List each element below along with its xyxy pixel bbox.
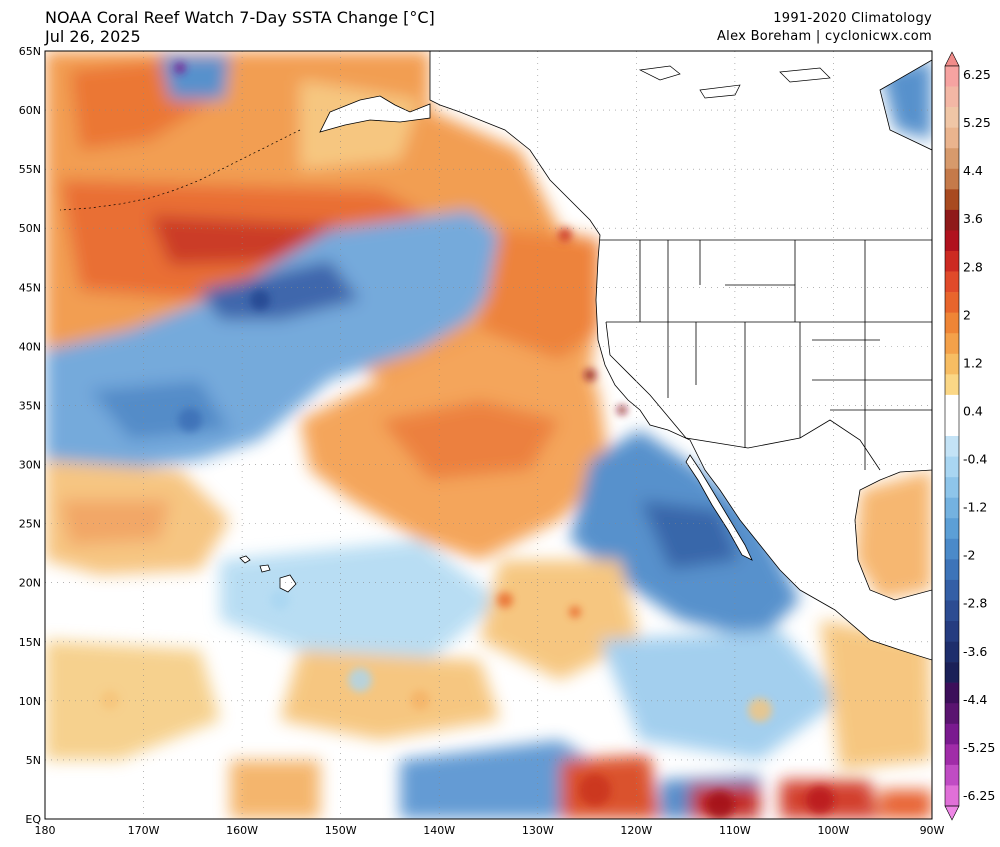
colorbar-band bbox=[945, 723, 959, 745]
lon-tick-label: 160W bbox=[226, 824, 258, 837]
colorbar-tick-label: -2 bbox=[963, 548, 975, 563]
map-title: NOAA Coral Reef Watch 7-Day SSTA Change … bbox=[45, 8, 435, 27]
lat-tick-label: 35N bbox=[19, 399, 41, 412]
lat-tick-label: 40N bbox=[19, 340, 41, 353]
climatology-label: 1991-2020 Climatology bbox=[773, 11, 932, 26]
colorbar-band bbox=[945, 66, 959, 87]
lat-tick-label: 60N bbox=[19, 104, 41, 117]
lat-tick-label: 30N bbox=[19, 459, 41, 472]
colorbar-band bbox=[945, 764, 959, 786]
anomaly-field bbox=[45, 51, 932, 819]
colorbar-band bbox=[945, 785, 959, 807]
colorbar-tick-label: 2 bbox=[963, 307, 971, 322]
lat-tick-label: 65N bbox=[19, 45, 41, 58]
colorbar-band bbox=[945, 497, 959, 519]
colorbar-tick-label: 1.2 bbox=[963, 355, 983, 370]
colorbar-band bbox=[945, 477, 959, 498]
colorbar-band bbox=[945, 353, 959, 375]
colorbar-band bbox=[945, 271, 959, 293]
colorbar-band bbox=[945, 415, 959, 437]
lat-tick-label: 5N bbox=[26, 754, 41, 767]
lon-tick-label: 90W bbox=[920, 824, 945, 837]
colorbar-band bbox=[945, 209, 959, 231]
latitude-labels: 65N 60N 55N 50N 45N 40N 35N 30N 25N 20N 15N 10N 5N EQ bbox=[19, 45, 42, 826]
colorbar-band bbox=[945, 559, 959, 581]
colorbar-band bbox=[945, 600, 959, 622]
lat-tick-label: EQ bbox=[25, 813, 41, 826]
colorbar-tick-label: 2.8 bbox=[963, 259, 983, 274]
colorbar-tick-label: 4.4 bbox=[963, 163, 983, 178]
colorbar: 6.25 5.25 4.4 3.6 2.8 2 1.2 0.4 -0.4 -1.2 -2 -2.8 -3… bbox=[944, 51, 995, 821]
colorbar-band bbox=[945, 518, 959, 540]
colorbar-tick-label: -6.25 bbox=[963, 788, 995, 803]
lon-tick-label: 180 bbox=[35, 824, 56, 837]
longitude-labels: 180 170W 160W 150W 140W 130W 120W 110W 100W 90W bbox=[35, 824, 945, 837]
colorbar-band bbox=[945, 107, 959, 128]
colorbar-tick-label: -5.25 bbox=[963, 740, 995, 755]
lon-tick-label: 130W bbox=[522, 824, 554, 837]
lat-tick-label: 55N bbox=[19, 163, 41, 176]
colorbar-band bbox=[945, 682, 959, 704]
colorbar-band bbox=[945, 312, 959, 334]
colorbar-tick-label: -0.4 bbox=[963, 452, 987, 467]
lon-tick-label: 100W bbox=[818, 824, 850, 837]
lat-tick-label: 25N bbox=[19, 518, 41, 531]
lat-tick-label: 15N bbox=[19, 636, 41, 649]
colorbar-band bbox=[945, 168, 959, 190]
colorbar-band bbox=[945, 374, 959, 396]
colorbar-band bbox=[945, 579, 959, 601]
colorbar-band bbox=[945, 230, 959, 252]
colorbar-tick-label: 5.25 bbox=[963, 115, 991, 130]
land bbox=[59, 51, 932, 661]
colorbar-band bbox=[945, 333, 959, 355]
colorbar-tick-label: -2.8 bbox=[963, 596, 987, 611]
colorbar-tick-label: -1.2 bbox=[963, 500, 987, 515]
colorbar-frame bbox=[944, 65, 960, 807]
lon-tick-label: 140W bbox=[423, 824, 455, 837]
colorbar-band bbox=[945, 703, 959, 725]
colorbar-tick-label: 3.6 bbox=[963, 211, 983, 226]
lat-tick-label: 20N bbox=[19, 577, 41, 590]
lon-tick-label: 170W bbox=[128, 824, 160, 837]
colorbar-band bbox=[945, 456, 959, 478]
colorbar-tick-label: 6.25 bbox=[963, 67, 991, 82]
plot-frame bbox=[44, 50, 933, 820]
colorbar-band bbox=[945, 641, 959, 663]
credit-label: Alex Boreham | cyclonicwx.com bbox=[716, 29, 932, 44]
colorbar-band bbox=[945, 292, 959, 313]
colorbar-band bbox=[945, 148, 959, 170]
colorbar-tick-label: 0.4 bbox=[963, 403, 983, 418]
lat-tick-label: 45N bbox=[19, 281, 41, 294]
colorbar-band bbox=[945, 621, 959, 642]
colorbar-band bbox=[945, 86, 959, 108]
colorbar-band bbox=[945, 127, 959, 149]
map-date: Jul 26, 2025 bbox=[45, 27, 141, 46]
lat-tick-label: 50N bbox=[19, 222, 41, 235]
graticule bbox=[45, 51, 932, 819]
colorbar-tick-label: -4.4 bbox=[963, 692, 987, 707]
colorbar-max-arrow bbox=[944, 51, 960, 67]
colorbar-band bbox=[945, 189, 959, 211]
colorbar-min-arrow bbox=[944, 805, 960, 821]
lon-tick-label: 150W bbox=[325, 824, 357, 837]
colorbar-band bbox=[945, 394, 959, 416]
colorbar-band bbox=[945, 744, 959, 766]
colorbar-band bbox=[945, 538, 959, 560]
lat-tick-label: 10N bbox=[19, 695, 41, 708]
colorbar-band bbox=[945, 436, 959, 457]
colorbar-band bbox=[945, 662, 959, 683]
lon-tick-label: 120W bbox=[620, 824, 652, 837]
colorbar-tick-label: -3.6 bbox=[963, 644, 987, 659]
colorbar-band bbox=[945, 251, 959, 272]
lon-tick-label: 110W bbox=[719, 824, 751, 837]
